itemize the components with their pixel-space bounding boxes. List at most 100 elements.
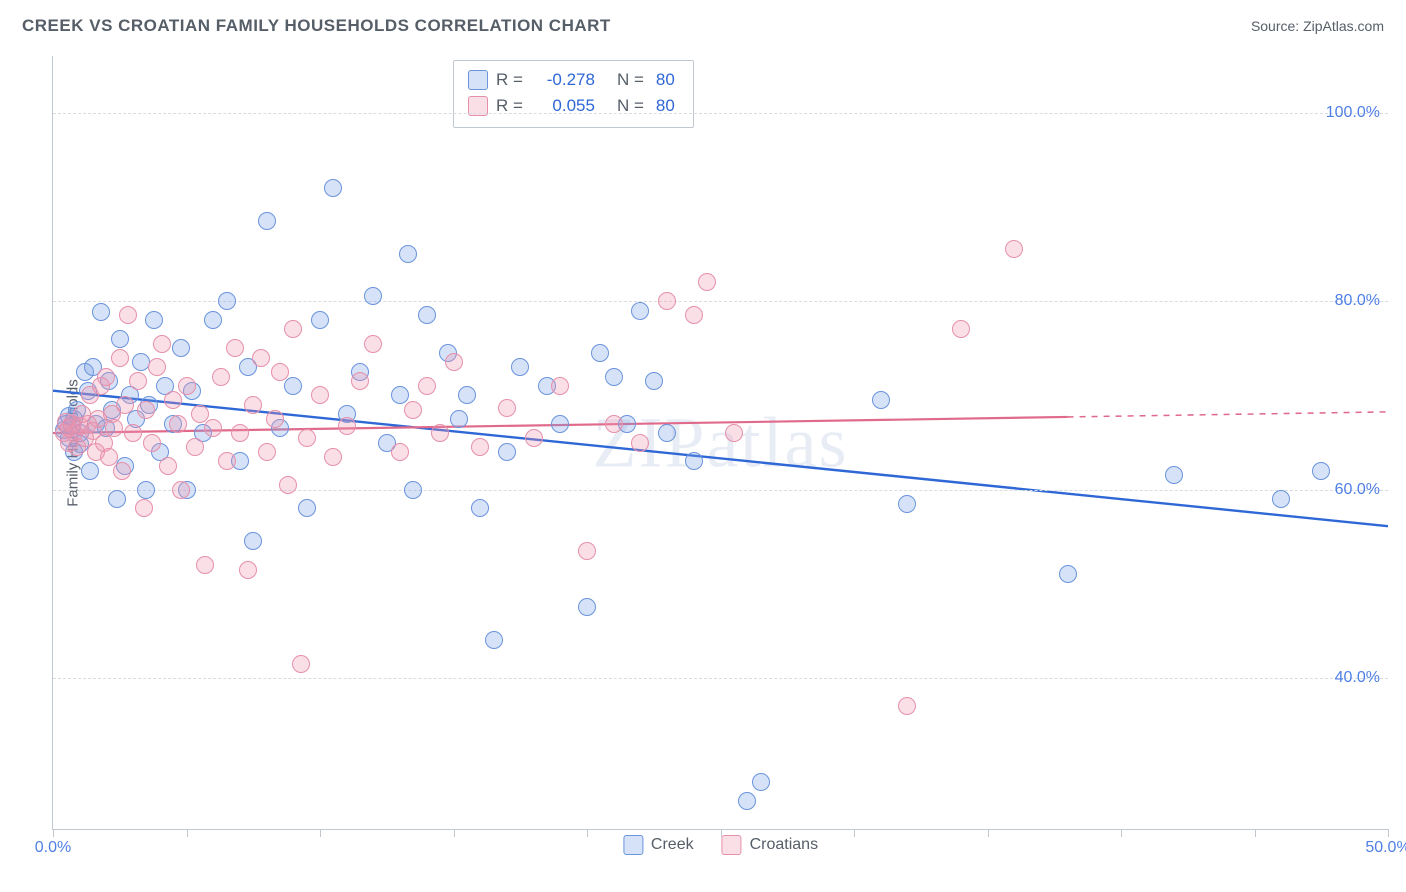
chart-container: CREEK VS CROATIAN FAMILY HOUSEHOLDS CORR…	[0, 0, 1406, 892]
scatter-point	[298, 499, 316, 517]
scatter-point	[148, 358, 166, 376]
legend-n-value: 80	[652, 70, 679, 90]
scatter-point	[551, 415, 569, 433]
legend-stats-row: R = -0.278 N = 80	[468, 67, 679, 93]
scatter-point	[431, 424, 449, 442]
scatter-point	[351, 372, 369, 390]
gridline	[53, 490, 1388, 491]
legend-swatch	[722, 835, 742, 855]
scatter-point	[725, 424, 743, 442]
scatter-point	[498, 443, 516, 461]
x-tick	[1255, 829, 1256, 837]
chart-title: CREEK VS CROATIAN FAMILY HOUSEHOLDS CORR…	[22, 16, 611, 36]
scatter-point	[324, 448, 342, 466]
scatter-point	[738, 792, 756, 810]
scatter-point	[137, 481, 155, 499]
scatter-point	[324, 179, 342, 197]
legend-r-value: -0.278	[531, 70, 599, 90]
scatter-point	[952, 320, 970, 338]
scatter-point	[271, 363, 289, 381]
scatter-point	[311, 311, 329, 329]
trend-line-extrapolated	[1068, 412, 1388, 417]
x-tick	[320, 829, 321, 837]
scatter-point	[129, 372, 147, 390]
scatter-point	[258, 443, 276, 461]
scatter-point	[212, 368, 230, 386]
scatter-point	[92, 303, 110, 321]
scatter-point	[178, 377, 196, 395]
scatter-point	[116, 396, 134, 414]
scatter-point	[685, 306, 703, 324]
scatter-point	[164, 391, 182, 409]
scatter-point	[244, 532, 262, 550]
scatter-point	[186, 438, 204, 456]
scatter-point	[698, 273, 716, 291]
scatter-point	[239, 561, 257, 579]
scatter-point	[498, 399, 516, 417]
scatter-point	[279, 476, 297, 494]
scatter-point	[404, 481, 422, 499]
scatter-point	[145, 311, 163, 329]
scatter-point	[898, 495, 916, 513]
x-tick	[1121, 829, 1122, 837]
scatter-point	[159, 457, 177, 475]
scatter-point	[364, 335, 382, 353]
legend-r-label: R =	[496, 70, 523, 90]
scatter-point	[1272, 490, 1290, 508]
scatter-point	[172, 339, 190, 357]
scatter-point	[137, 401, 155, 419]
scatter-point	[471, 499, 489, 517]
scatter-point	[1059, 565, 1077, 583]
plot-area: Family Households ZIPatlas R =-0.278N =8…	[52, 56, 1388, 830]
legend-label: Croatians	[750, 836, 818, 854]
scatter-point	[311, 386, 329, 404]
scatter-point	[364, 287, 382, 305]
scatter-point	[450, 410, 468, 428]
gridline	[53, 113, 1388, 114]
legend-item: Creek	[623, 835, 694, 855]
scatter-point	[111, 349, 129, 367]
scatter-point	[244, 396, 262, 414]
scatter-point	[191, 405, 209, 423]
x-tick	[1388, 829, 1389, 837]
scatter-point	[119, 306, 137, 324]
scatter-point	[418, 306, 436, 324]
scatter-point	[172, 481, 190, 499]
scatter-point	[418, 377, 436, 395]
scatter-point	[645, 372, 663, 390]
legend-swatch	[468, 70, 488, 90]
scatter-point	[578, 542, 596, 560]
scatter-point	[685, 452, 703, 470]
scatter-point	[292, 655, 310, 673]
x-tick	[53, 829, 54, 837]
x-tick	[587, 829, 588, 837]
legend-swatch	[623, 835, 643, 855]
scatter-point	[872, 391, 890, 409]
scatter-point	[1312, 462, 1330, 480]
source-label: Source: ZipAtlas.com	[1251, 18, 1384, 34]
trend-lines	[53, 56, 1388, 829]
scatter-point	[458, 386, 476, 404]
scatter-point	[111, 330, 129, 348]
y-tick-label: 60.0%	[1335, 481, 1380, 499]
scatter-point	[105, 419, 123, 437]
y-tick-label: 100.0%	[1326, 104, 1380, 122]
scatter-point	[605, 415, 623, 433]
scatter-point	[752, 773, 770, 791]
scatter-point	[218, 452, 236, 470]
scatter-point	[231, 424, 249, 442]
scatter-point	[81, 462, 99, 480]
legend-n-label: N =	[617, 70, 644, 90]
series-legend: Creek Croatians	[623, 835, 818, 855]
scatter-point	[898, 697, 916, 715]
gridline	[53, 678, 1388, 679]
scatter-point	[578, 598, 596, 616]
scatter-point	[218, 292, 236, 310]
gridline	[53, 301, 1388, 302]
scatter-point	[591, 344, 609, 362]
scatter-point	[196, 556, 214, 574]
legend-label: Creek	[651, 836, 694, 854]
scatter-point	[204, 311, 222, 329]
scatter-point	[471, 438, 489, 456]
scatter-point	[525, 429, 543, 447]
